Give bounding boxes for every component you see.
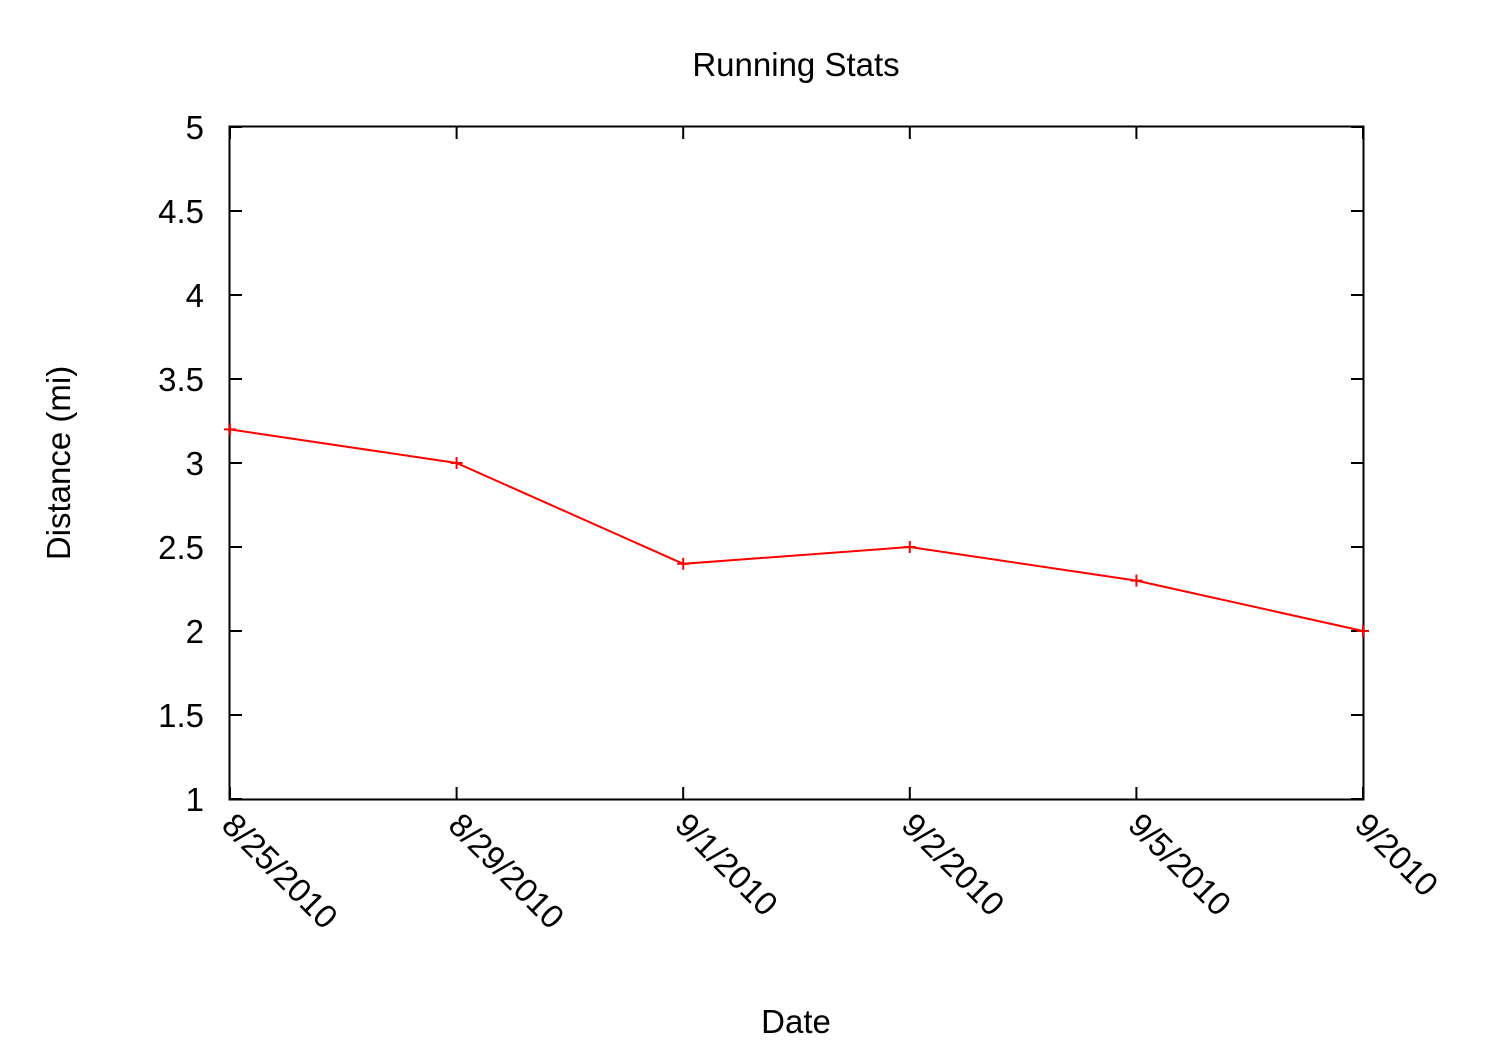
series-layer (224, 423, 1369, 637)
y-tick-label: 1 (186, 781, 204, 818)
y-tick-label: 4.5 (158, 193, 204, 230)
x-tick-label: 9/5/2010 (1121, 806, 1238, 923)
x-axis-ticks: 8/25/2010 8/29/2010 9/1/2010 9/2/2010 9/5/20… (215, 127, 1446, 936)
y-tick-label: 3.5 (158, 361, 204, 398)
data-point-marker (677, 557, 690, 570)
x-tick-label: 8/29/2010 (442, 806, 572, 936)
y-tick-label: 5 (186, 109, 204, 146)
y-tick-label: 2 (186, 613, 204, 650)
data-point-marker (1357, 625, 1369, 637)
chart-title: Running Stats (692, 46, 899, 83)
y-axis-title: Distance (mi) (40, 366, 77, 560)
data-point-marker (224, 423, 236, 436)
y-tick-label: 3 (186, 445, 204, 482)
x-axis-title: Date (761, 1003, 831, 1040)
plot-area-frame (228, 125, 1365, 801)
y-tick-label: 2.5 (158, 529, 204, 566)
data-point-marker (1130, 574, 1143, 587)
x-tick-label: 9/2/2010 (895, 806, 1012, 923)
data-point-marker (903, 541, 916, 553)
x-tick-label: 9/1/2010 (668, 806, 785, 923)
y-axis-ticks: 1 1.5 2 2.5 3 3.5 4 4.5 5 (158, 109, 1363, 818)
series-line (229, 428, 1364, 632)
y-tick-label: 1.5 (158, 697, 204, 734)
data-point-marker (450, 457, 463, 469)
y-tick-label: 4 (186, 277, 204, 314)
x-tick-label: 8/25/2010 (215, 806, 345, 936)
x-tick-label: 9/2010 (1348, 806, 1446, 904)
